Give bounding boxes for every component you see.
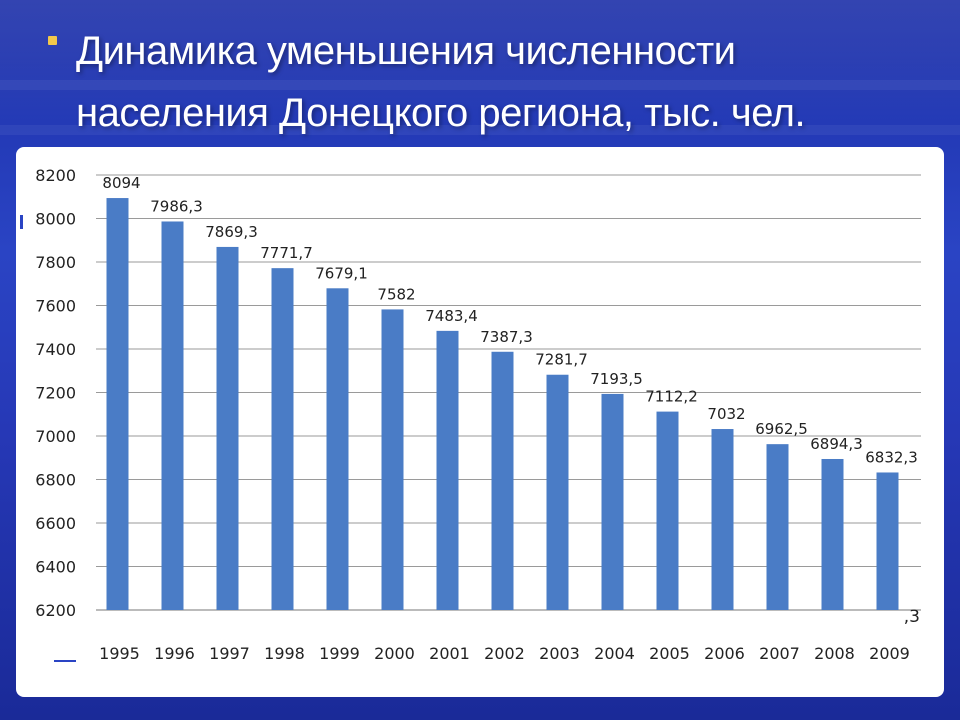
bar bbox=[601, 393, 624, 610]
data-label: 7869,3 bbox=[205, 223, 258, 241]
x-tick-label: 2007 bbox=[759, 644, 800, 663]
data-label: 7281,7 bbox=[535, 351, 588, 369]
bar bbox=[766, 444, 789, 610]
data-label: 7582 bbox=[377, 285, 415, 303]
data-label: 7483,4 bbox=[425, 307, 478, 325]
x-tick-label: 2004 bbox=[594, 644, 635, 663]
x-tick-label: 2009 bbox=[869, 644, 910, 663]
data-label: 7387,3 bbox=[480, 328, 533, 346]
bar bbox=[271, 268, 294, 610]
slide-title: Динамика уменьшения численности населени… bbox=[76, 29, 806, 135]
bar bbox=[656, 411, 679, 610]
x-tick-label: 1999 bbox=[319, 644, 360, 663]
bar bbox=[216, 246, 239, 610]
x-tick-label: 2006 bbox=[704, 644, 745, 663]
chart-panel: 6200 6400 6600 6800 7000 7200 7400 7600 7800 8000… bbox=[16, 147, 944, 697]
x-tick-label: 1996 bbox=[154, 644, 195, 663]
bullet-icon bbox=[48, 36, 57, 45]
y-tick-label: 7000 bbox=[35, 427, 76, 446]
bar bbox=[491, 351, 514, 610]
y-tick-label: 6800 bbox=[35, 471, 76, 490]
y-tick-label: 7600 bbox=[35, 297, 76, 316]
x-tick-label: 2001 bbox=[429, 644, 470, 663]
data-label: 6962,5 bbox=[755, 420, 808, 438]
y-tick-label: 6400 bbox=[35, 558, 76, 577]
bar bbox=[106, 198, 129, 610]
data-label: 7986,3 bbox=[150, 197, 203, 215]
data-label: 7771,7 bbox=[260, 244, 313, 262]
data-label: 7193,5 bbox=[590, 370, 643, 388]
tick-marker bbox=[20, 215, 23, 229]
bar-chart: 6200 6400 6600 6800 7000 7200 7400 7600 7800 8000… bbox=[20, 166, 921, 663]
cut-off-data-label: ,3 bbox=[903, 607, 920, 627]
bar bbox=[711, 429, 734, 610]
x-tick-label: 2002 bbox=[484, 644, 525, 663]
x-tick-label: 2008 bbox=[814, 644, 855, 663]
y-tick-label: 7200 bbox=[35, 384, 76, 403]
x-tick-label: 2000 bbox=[374, 644, 415, 663]
bar bbox=[161, 221, 184, 611]
y-tick-label: 7800 bbox=[35, 253, 76, 272]
y-tick-label: 8200 bbox=[35, 166, 76, 185]
bar bbox=[546, 374, 569, 610]
x-tick-label: 1995 bbox=[99, 644, 140, 663]
data-label: 8094 bbox=[102, 174, 140, 192]
data-label: 7032 bbox=[707, 405, 745, 423]
data-label: 6832,3 bbox=[865, 448, 918, 466]
bar bbox=[876, 472, 899, 610]
x-tick-label: 2005 bbox=[649, 644, 690, 663]
data-label: 7679,1 bbox=[315, 264, 368, 282]
x-tick-label: 2003 bbox=[539, 644, 580, 663]
x-tick-label: 1997 bbox=[209, 644, 250, 663]
x-tick-label: 1998 bbox=[264, 644, 305, 663]
bar bbox=[436, 330, 459, 610]
y-tick-label: 6600 bbox=[35, 514, 76, 533]
bar bbox=[381, 309, 404, 610]
bar bbox=[821, 458, 844, 610]
data-label: 7112,2 bbox=[645, 388, 698, 406]
y-tick-label: 7400 bbox=[35, 340, 76, 359]
data-label: 6894,3 bbox=[810, 435, 863, 453]
bar bbox=[326, 288, 349, 610]
y-tick-label: 8000 bbox=[35, 210, 76, 229]
y-tick-label: 6200 bbox=[35, 601, 76, 620]
